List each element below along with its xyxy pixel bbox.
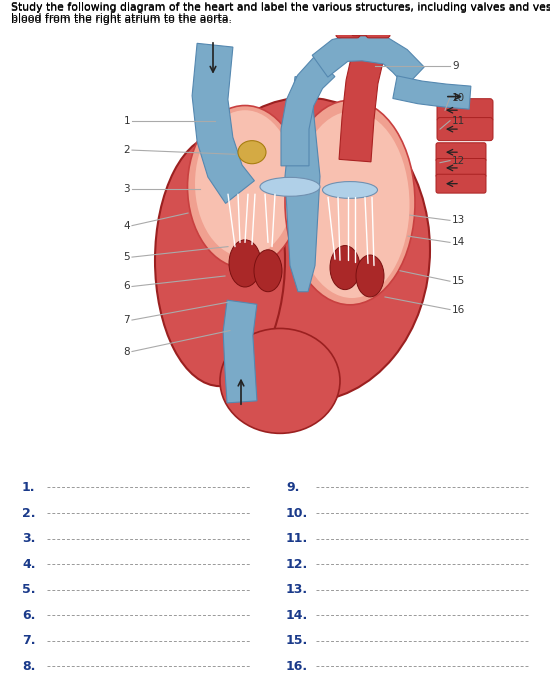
Text: 2.: 2. xyxy=(22,507,36,520)
Ellipse shape xyxy=(254,250,282,291)
Text: 4.: 4. xyxy=(22,557,36,570)
Text: 15.: 15. xyxy=(286,634,308,648)
Ellipse shape xyxy=(188,105,302,268)
Text: 12: 12 xyxy=(452,155,465,166)
Polygon shape xyxy=(192,43,255,203)
Text: 7: 7 xyxy=(123,315,130,325)
Polygon shape xyxy=(339,33,386,162)
Polygon shape xyxy=(312,34,424,86)
Ellipse shape xyxy=(294,111,410,298)
Ellipse shape xyxy=(356,255,384,297)
Text: 3: 3 xyxy=(123,184,130,194)
Text: Study the following diagram of the heart and label the various structures, inclu: Study the following diagram of the heart… xyxy=(11,2,550,24)
Text: 10.: 10. xyxy=(286,507,308,520)
Ellipse shape xyxy=(285,100,415,305)
Text: 7.: 7. xyxy=(22,634,36,648)
Ellipse shape xyxy=(220,328,340,433)
Polygon shape xyxy=(285,76,320,291)
Text: 10: 10 xyxy=(452,92,465,103)
Ellipse shape xyxy=(155,135,285,386)
FancyBboxPatch shape xyxy=(436,174,486,193)
FancyBboxPatch shape xyxy=(436,158,486,178)
Text: 5.: 5. xyxy=(22,583,36,596)
Text: 8.: 8. xyxy=(22,660,35,672)
Polygon shape xyxy=(393,76,471,109)
Text: 1.: 1. xyxy=(22,481,36,494)
FancyBboxPatch shape xyxy=(436,143,486,162)
Ellipse shape xyxy=(229,240,261,287)
Ellipse shape xyxy=(260,178,320,196)
Text: 9.: 9. xyxy=(286,481,299,494)
Text: 16: 16 xyxy=(452,305,465,314)
Text: 16.: 16. xyxy=(286,660,308,672)
FancyBboxPatch shape xyxy=(437,117,493,141)
Text: 1: 1 xyxy=(123,116,130,126)
Text: 14: 14 xyxy=(452,237,465,248)
Text: 9: 9 xyxy=(452,61,459,71)
Text: 11.: 11. xyxy=(286,532,308,545)
Text: 4: 4 xyxy=(123,221,130,230)
Text: 3.: 3. xyxy=(22,532,35,545)
Ellipse shape xyxy=(322,182,377,198)
Text: 6.: 6. xyxy=(22,609,35,622)
Ellipse shape xyxy=(180,98,430,402)
FancyBboxPatch shape xyxy=(336,2,360,38)
Text: 2: 2 xyxy=(123,145,130,155)
Text: 14.: 14. xyxy=(286,609,308,622)
Text: 12.: 12. xyxy=(286,557,308,570)
Text: 6: 6 xyxy=(123,282,130,291)
Text: 13.: 13. xyxy=(286,583,308,596)
FancyBboxPatch shape xyxy=(351,0,375,36)
Ellipse shape xyxy=(195,110,295,257)
Text: 15: 15 xyxy=(452,276,465,286)
Polygon shape xyxy=(223,300,257,403)
Text: 11: 11 xyxy=(452,116,465,126)
Ellipse shape xyxy=(238,141,266,164)
Text: 8: 8 xyxy=(123,346,130,357)
Text: 13: 13 xyxy=(452,215,465,226)
Polygon shape xyxy=(281,56,335,166)
Ellipse shape xyxy=(190,119,350,244)
Ellipse shape xyxy=(330,246,360,289)
FancyBboxPatch shape xyxy=(437,99,493,121)
Text: 5: 5 xyxy=(123,252,130,262)
Text: Study the following diagram of the heart and label the various structures, inclu: Study the following diagram of the heart… xyxy=(11,3,550,25)
FancyBboxPatch shape xyxy=(366,2,390,38)
